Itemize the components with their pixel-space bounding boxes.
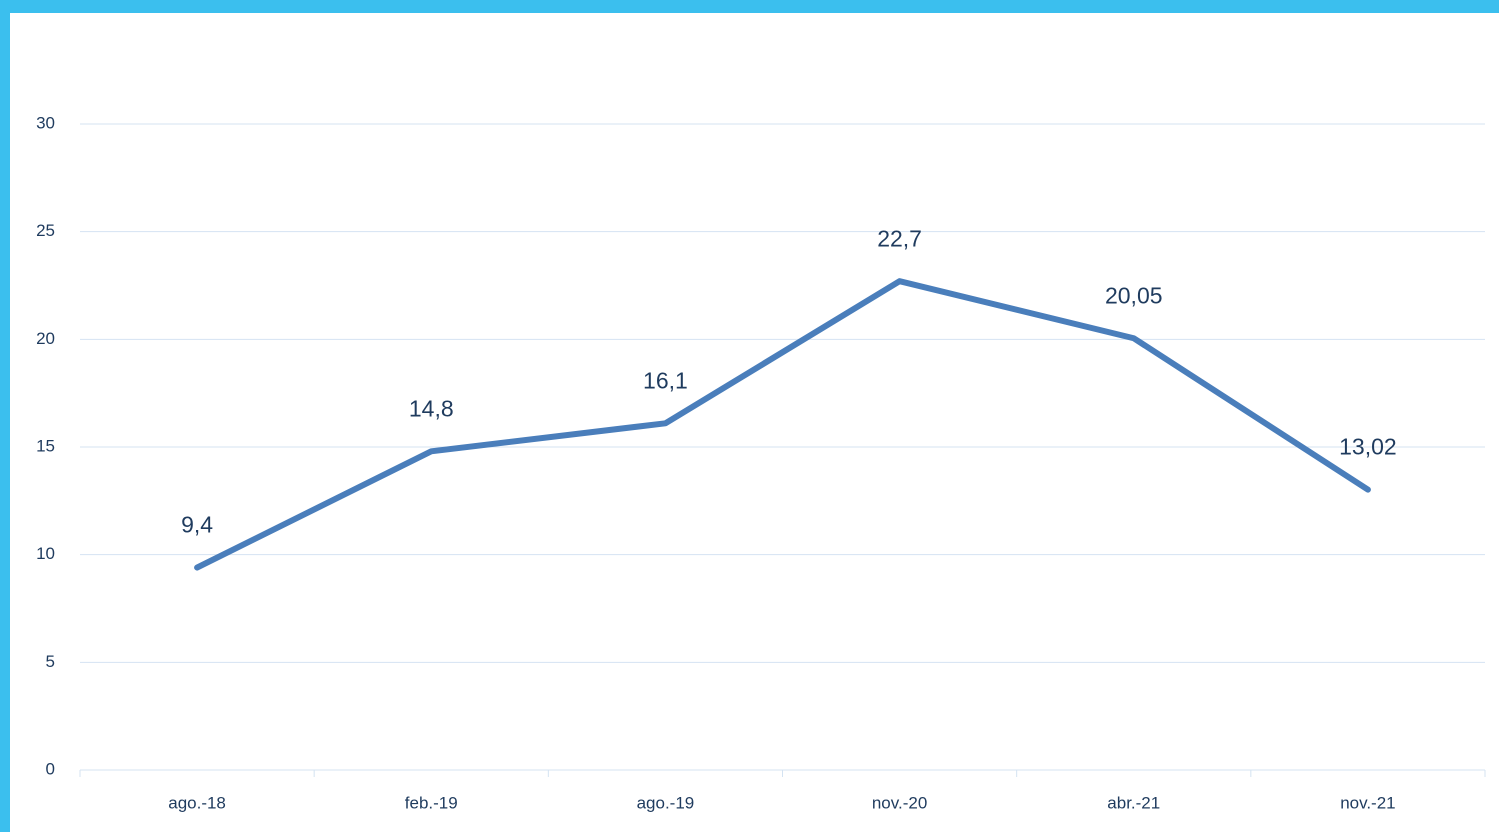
y-tick-label: 0 [46,759,55,778]
data-label: 9,4 [181,512,213,538]
data-label: 20,05 [1105,282,1163,308]
x-tick-label: feb.-19 [405,793,458,812]
y-tick-label: 30 [36,113,55,132]
x-tick-label: nov.-20 [872,793,927,812]
y-tick-label: 25 [36,221,55,240]
line [194,278,1371,571]
y-tick-label: 10 [36,544,55,563]
x-tick-label: abr.-21 [1107,793,1160,812]
x-tick-label: ago.-18 [168,793,226,812]
y-tick-label: 20 [36,329,55,348]
x-tick-label: nov.-21 [1340,793,1395,812]
data-label: 14,8 [409,395,454,421]
data-label: 22,7 [877,225,922,251]
data-label: 13,02 [1339,434,1397,460]
y-tick-label: 5 [46,652,55,671]
data-label: 16,1 [643,367,688,393]
y-tick-label: 15 [36,436,55,455]
chart-area [10,13,1499,832]
x-tick-label: ago.-19 [637,793,695,812]
